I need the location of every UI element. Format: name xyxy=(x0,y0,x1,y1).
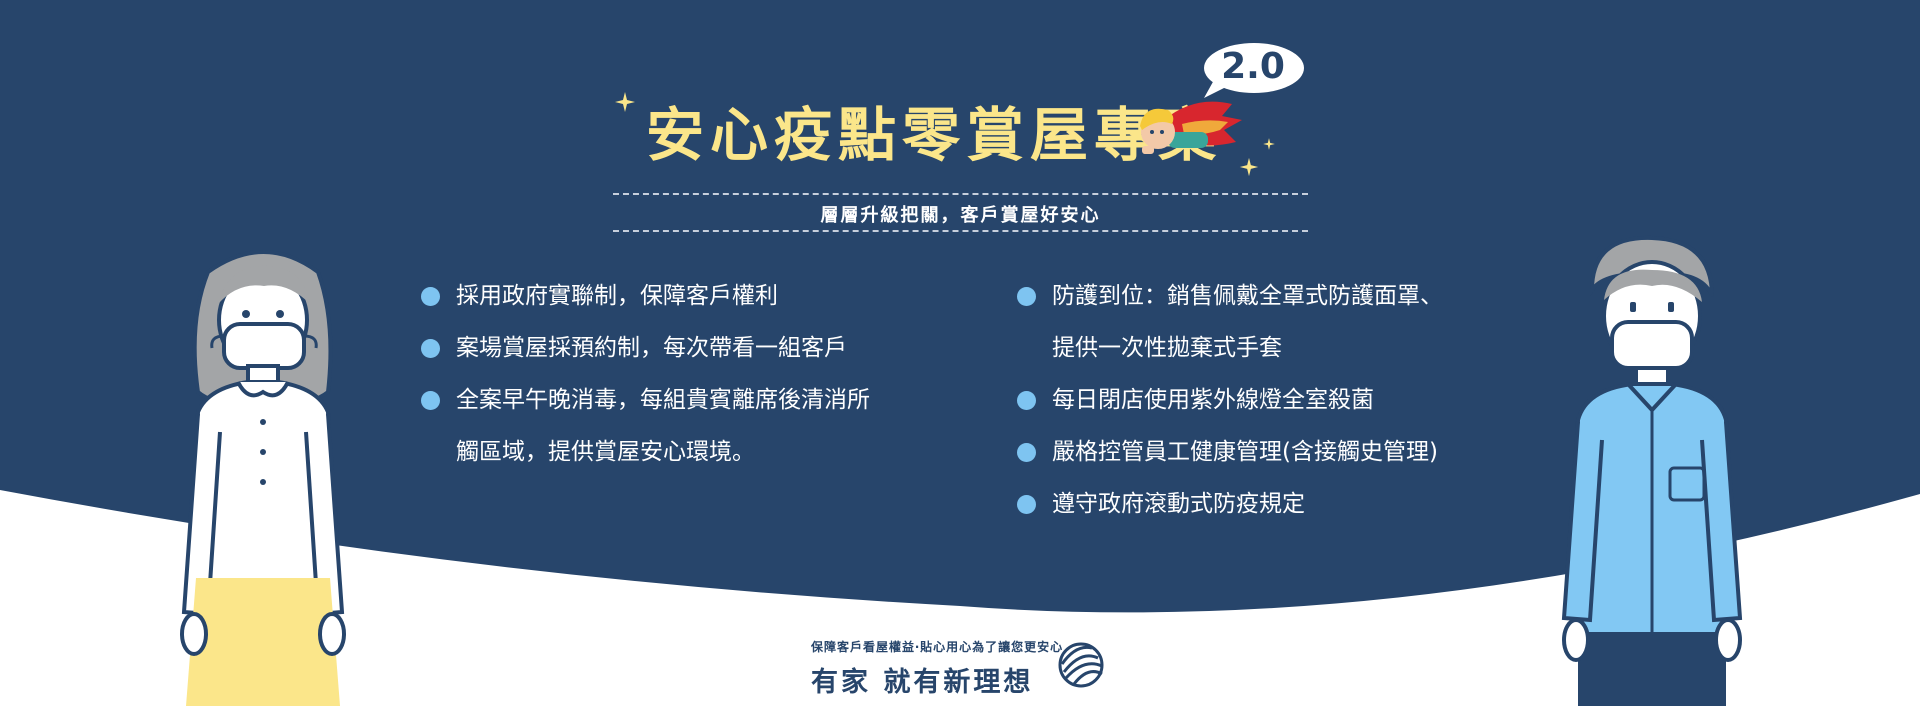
sparkle-icon xyxy=(1263,138,1275,150)
list-item-text: 案場賞屋採預約制，每次帶看一組客戶 xyxy=(456,335,847,361)
bullet-dot-icon xyxy=(421,339,440,358)
banner-subtitle: 層層升級把關，客戶賞屋好安心 xyxy=(820,205,1101,226)
divider-bottom xyxy=(613,230,1308,232)
bullet-dot-icon xyxy=(1017,391,1036,410)
bullet-dot-icon xyxy=(1017,287,1036,306)
footer-brand: 有家 就有新理想 xyxy=(811,667,1034,698)
list-item: 遵守政府滾動式防疫規定 xyxy=(1017,478,1443,530)
list-item-text: 遵守政府滾動式防疫規定 xyxy=(1052,491,1305,517)
footer-tagline: 保障客戶看屋權益‧貼心用心為了讓您更安心 xyxy=(811,640,1064,654)
list-item-text: 嚴格控管員工健康管理(含接觸史管理) xyxy=(1052,439,1438,465)
woman-with-mask-illustration xyxy=(180,250,346,706)
globe-logo-icon xyxy=(1058,642,1104,688)
list-item-text: 觸區域，提供賞屋安心環境。 xyxy=(456,439,755,465)
list-item: 防護到位：銷售佩戴全罩式防護面罩、 xyxy=(1017,270,1443,322)
list-item-text: 採用政府實聯制，保障客戶權利 xyxy=(456,283,778,309)
left-bullet-list: 採用政府實聯制，保障客戶權利 案場賞屋採預約制，每次帶看一組客戶 全案早午晚消毒… xyxy=(421,270,870,478)
banner-title: 安心疫點零賞屋專案 xyxy=(646,101,1223,169)
divider-top xyxy=(613,193,1308,195)
man-with-mask-illustration xyxy=(1561,235,1743,706)
superhero-icon xyxy=(1140,101,1242,154)
list-item: 嚴格控管員工健康管理(含接觸史管理) xyxy=(1017,426,1443,478)
list-item: 採用政府實聯制，保障客戶權利 xyxy=(421,270,870,322)
list-item: 全案早午晚消毒，每組貴賓離席後清消所 xyxy=(421,374,870,426)
bullet-dot-icon xyxy=(1017,443,1036,462)
bullet-dot-icon xyxy=(1017,495,1036,514)
list-item-text: 全案早午晚消毒，每組貴賓離席後清消所 xyxy=(456,387,870,413)
list-item-text: 每日閉店使用紫外線燈全室殺菌 xyxy=(1052,387,1374,413)
list-item: 每日閉店使用紫外線燈全室殺菌 xyxy=(1017,374,1443,426)
sparkle-icon xyxy=(1239,157,1259,177)
bullet-dot-icon xyxy=(421,391,440,410)
list-item-text: 提供一次性拋棄式手套 xyxy=(1052,335,1282,361)
version-badge: 2.0 xyxy=(1221,46,1285,87)
list-item-text: 防護到位：銷售佩戴全罩式防護面罩、 xyxy=(1052,283,1443,309)
list-item-continuation: 觸區域，提供賞屋安心環境。 xyxy=(421,426,870,478)
bullet-dot-icon xyxy=(421,287,440,306)
list-item: 案場賞屋採預約制，每次帶看一組客戶 xyxy=(421,322,870,374)
right-bullet-list: 防護到位：銷售佩戴全罩式防護面罩、 提供一次性拋棄式手套 每日閉店使用紫外線燈全… xyxy=(1017,270,1443,530)
list-item-continuation: 提供一次性拋棄式手套 xyxy=(1017,322,1443,374)
sparkle-icon xyxy=(615,92,635,112)
speech-bubble-icon xyxy=(1204,43,1304,98)
